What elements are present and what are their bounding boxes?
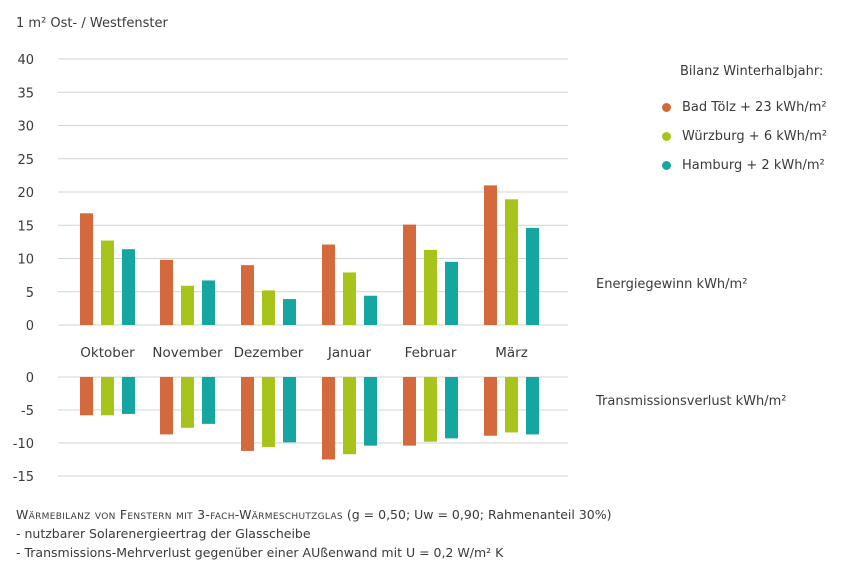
- loss-bar-bad-tolz-februar: [403, 377, 416, 446]
- loss-bar-hamburg-februar: [445, 377, 458, 439]
- gain-tick-label-3: 15: [17, 219, 34, 234]
- loss-bar-wurzburg-dezember: [262, 377, 275, 447]
- gain-bar-hamburg-februar: [445, 261, 458, 325]
- category-label-november: November: [152, 345, 223, 361]
- gain-bar-bad-tolz-februar: [403, 224, 416, 325]
- gain-tick-label-1: 5: [26, 286, 34, 301]
- gain-bar-wurzburg-november: [181, 285, 194, 325]
- legend-dot-bad-toelz: [662, 103, 671, 112]
- gain-bar-bad-tolz-oktober: [80, 213, 93, 325]
- loss-bar-bad-tolz-marz: [484, 377, 497, 436]
- legend-dot-wuerzburg: [662, 132, 671, 141]
- gain-bar-wurzburg-januar: [343, 272, 356, 325]
- gain-axis-label: Energiegewinn kWh/m²: [596, 277, 748, 292]
- loss-tick-label-3: -15: [13, 470, 34, 485]
- gain-bar-hamburg-dezember: [283, 299, 296, 325]
- category-label-oktober: Oktober: [80, 345, 135, 361]
- window-energy-chart: 0 5 10 15 20 25 30 35 40 0 -5 -10 -15 Oktober November…: [13, 53, 568, 485]
- legend-dot-hamburg: [662, 161, 671, 170]
- caption-line-1: - nutzbarer Solarenergieertrag der Glass…: [16, 526, 311, 541]
- gain-bar-bad-tolz-dezember: [241, 265, 254, 325]
- gain-bar-hamburg-oktober: [122, 249, 135, 325]
- loss-bar-wurzburg-februar: [424, 377, 437, 442]
- caption-title-rest: (g = 0,50; Uw = 0,90; Rahmenanteil 30%): [342, 507, 612, 522]
- gain-bar-wurzburg-marz: [505, 199, 518, 325]
- gain-tick-label-7: 35: [17, 86, 34, 101]
- legend: Bilanz Winterhalbjahr: Bad Tölz + 23 kWh…: [662, 64, 827, 180]
- category-label-januar: Januar: [327, 345, 372, 361]
- loss-tick-label-1: -5: [21, 404, 34, 419]
- loss-tick-label-2: -10: [13, 437, 34, 452]
- loss-bar-hamburg-januar: [364, 377, 377, 446]
- loss-bar-wurzburg-januar: [343, 377, 356, 455]
- gain-tick-label-2: 10: [17, 253, 34, 268]
- gain-bar-wurzburg-oktober: [101, 240, 114, 325]
- loss-bar-hamburg-dezember: [283, 377, 296, 443]
- gain-bar-bad-tolz-november: [160, 259, 173, 325]
- caption-line-2: - Transmissions-Mehrverlust gegenüber ei…: [16, 545, 504, 560]
- loss-bar-bad-tolz-oktober: [80, 377, 93, 416]
- gain-bar-hamburg-januar: [364, 295, 377, 325]
- gain-bar-wurzburg-februar: [424, 249, 437, 325]
- gain-tick-label-5: 25: [17, 153, 34, 168]
- loss-bar-wurzburg-marz: [505, 377, 518, 433]
- loss-axis-label: Transmissionsverlust kWh/m²: [596, 394, 787, 409]
- legend-label-wuerzburg: Würzburg + 6 kWh/m²: [682, 129, 828, 144]
- gain-tick-label-4: 20: [17, 186, 34, 201]
- caption-title: Wärmebilanz von Fenstern mit 3-fach-Wärm…: [16, 507, 612, 522]
- gain-bar-hamburg-november: [202, 280, 215, 325]
- gain-bar-hamburg-marz: [526, 227, 539, 325]
- gain-bar-bad-tolz-januar: [322, 244, 335, 325]
- loss-bar-bad-tolz-november: [160, 377, 173, 435]
- legend-item-hamburg: Hamburg + 2 kWh/m²: [662, 151, 827, 180]
- caption-title-caps: Wärmebilanz von Fenstern mit 3-fach-Wärm…: [16, 507, 343, 522]
- gain-bar-wurzburg-dezember: [262, 290, 275, 325]
- legend-item-wuerzburg: Würzburg + 6 kWh/m²: [662, 122, 827, 151]
- loss-bar-bad-tolz-januar: [322, 377, 335, 460]
- legend-item-bad-toelz: Bad Tölz + 23 kWh/m²: [662, 93, 827, 122]
- gain-tick-label-6: 30: [17, 120, 34, 135]
- loss-bar-wurzburg-oktober: [101, 377, 114, 416]
- gain-tick-label-8: 40: [17, 53, 34, 68]
- legend-label-bad-toelz: Bad Tölz + 23 kWh/m²: [682, 100, 827, 115]
- loss-bar-hamburg-oktober: [122, 377, 135, 414]
- loss-bar-hamburg-marz: [526, 377, 539, 435]
- gain-bar-bad-tolz-marz: [484, 185, 497, 325]
- chart-top-label: 1 m² Ost- / Westfenster: [16, 16, 168, 31]
- legend-title: Bilanz Winterhalbjahr:: [680, 64, 824, 79]
- loss-tick-label-0: 0: [26, 371, 34, 386]
- category-label-dezember: Dezember: [234, 345, 304, 361]
- category-label-marz: März: [495, 345, 528, 361]
- loss-bar-bad-tolz-dezember: [241, 377, 254, 451]
- category-label-februar: Februar: [405, 345, 457, 361]
- legend-label-hamburg: Hamburg + 2 kWh/m²: [682, 158, 825, 173]
- gain-tick-label-0: 0: [26, 319, 34, 334]
- loss-bar-hamburg-november: [202, 377, 215, 424]
- loss-bar-wurzburg-november: [181, 377, 194, 428]
